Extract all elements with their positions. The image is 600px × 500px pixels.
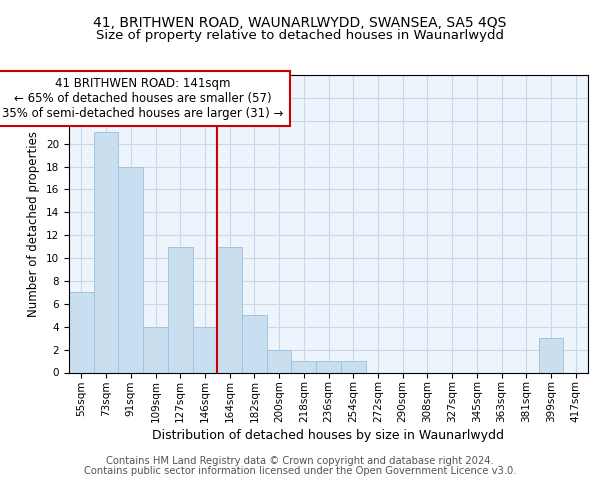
Bar xyxy=(292,361,316,372)
Text: 41 BRITHWEN ROAD: 141sqm
← 65% of detached houses are smaller (57)
35% of semi-d: 41 BRITHWEN ROAD: 141sqm ← 65% of detach… xyxy=(2,78,284,120)
Bar xyxy=(94,132,118,372)
Bar xyxy=(539,338,563,372)
Bar xyxy=(217,246,242,372)
Bar xyxy=(267,350,292,372)
Bar xyxy=(168,246,193,372)
Text: 41, BRITHWEN ROAD, WAUNARLWYDD, SWANSEA, SA5 4QS: 41, BRITHWEN ROAD, WAUNARLWYDD, SWANSEA,… xyxy=(94,16,506,30)
X-axis label: Distribution of detached houses by size in Waunarlwydd: Distribution of detached houses by size … xyxy=(152,429,505,442)
Bar xyxy=(69,292,94,372)
Text: Contains public sector information licensed under the Open Government Licence v3: Contains public sector information licen… xyxy=(84,466,516,476)
Text: Contains HM Land Registry data © Crown copyright and database right 2024.: Contains HM Land Registry data © Crown c… xyxy=(106,456,494,466)
Bar xyxy=(341,361,365,372)
Text: Size of property relative to detached houses in Waunarlwydd: Size of property relative to detached ho… xyxy=(96,29,504,42)
Bar xyxy=(193,326,217,372)
Y-axis label: Number of detached properties: Number of detached properties xyxy=(28,130,40,317)
Bar xyxy=(118,166,143,372)
Bar xyxy=(143,326,168,372)
Bar xyxy=(316,361,341,372)
Bar xyxy=(242,316,267,372)
